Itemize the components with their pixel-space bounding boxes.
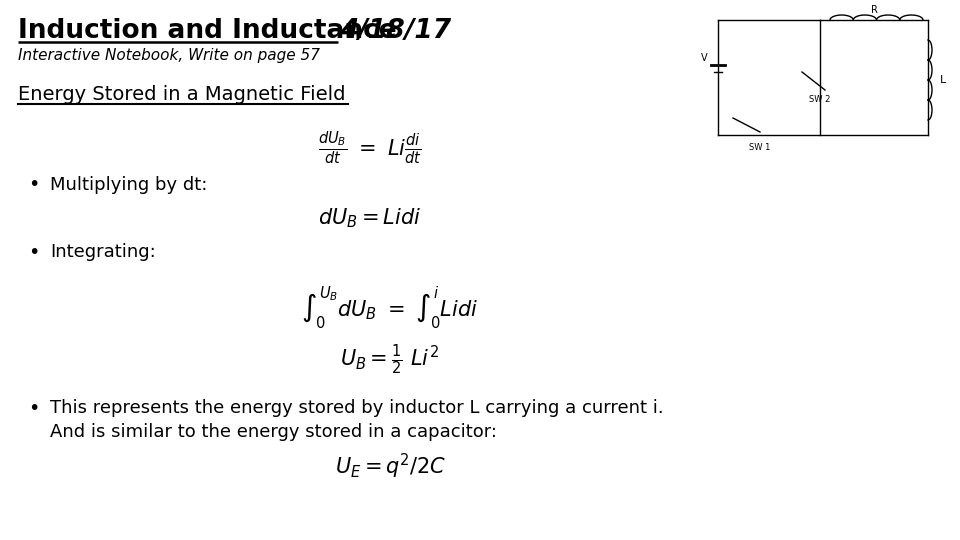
Text: R: R: [871, 5, 877, 15]
Text: Interactive Notebook, Write on page 57: Interactive Notebook, Write on page 57: [18, 48, 320, 63]
Text: $dU_B = Lidi$: $dU_B = Lidi$: [319, 206, 421, 230]
Text: •: •: [28, 176, 39, 194]
Text: •: •: [28, 242, 39, 261]
Text: SW 2: SW 2: [809, 96, 830, 105]
Text: This represents the energy stored by inductor L carrying a current i.: This represents the energy stored by ind…: [50, 399, 663, 417]
Text: $\int_0^{U_B} dU_B\ =\ \int_0^{i} Lidi$: $\int_0^{U_B} dU_B\ =\ \int_0^{i} Lidi$: [301, 285, 479, 332]
Text: Multiplying by dt:: Multiplying by dt:: [50, 176, 207, 194]
Text: $U_B = \frac{1}{2}\ Li^2$: $U_B = \frac{1}{2}\ Li^2$: [341, 343, 440, 377]
Text: V: V: [701, 53, 708, 63]
Text: •: •: [28, 399, 39, 417]
Text: Energy Stored in a Magnetic Field: Energy Stored in a Magnetic Field: [18, 85, 346, 104]
Text: 4/18/17: 4/18/17: [340, 18, 451, 44]
Text: $\frac{dU_B}{dt}\ =\ Li\frac{di}{dt}$: $\frac{dU_B}{dt}\ =\ Li\frac{di}{dt}$: [318, 130, 422, 166]
Text: L: L: [940, 75, 947, 85]
Text: Integrating:: Integrating:: [50, 243, 156, 261]
Text: $U_E = q^2/2C$: $U_E = q^2/2C$: [334, 451, 445, 481]
Text: Induction and Inductance: Induction and Inductance: [18, 18, 406, 44]
Text: SW 1: SW 1: [750, 144, 771, 152]
Text: And is similar to the energy stored in a capacitor:: And is similar to the energy stored in a…: [50, 423, 497, 441]
